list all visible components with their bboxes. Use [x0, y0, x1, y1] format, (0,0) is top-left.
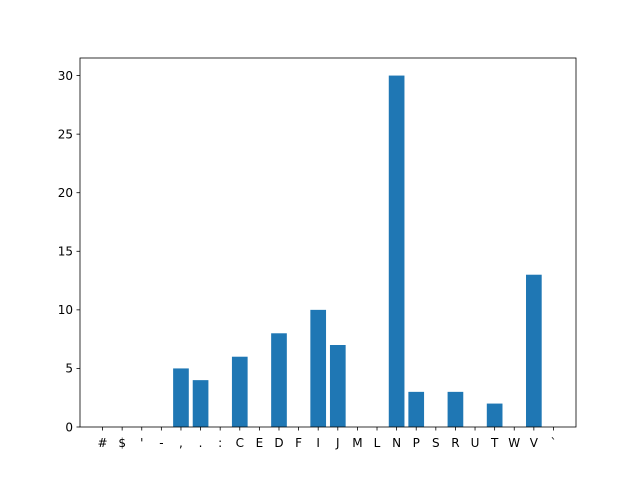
bar-20 — [486, 403, 503, 427]
x-tick-label: C — [236, 436, 244, 450]
x-tick-label: N — [392, 436, 401, 450]
x-tick-label: U — [471, 436, 480, 450]
bar-11 — [310, 309, 327, 427]
x-tick-label: ' — [140, 436, 143, 450]
bar-5 — [192, 380, 209, 427]
bar-7 — [231, 356, 248, 427]
x-tick-label: ` — [550, 436, 556, 450]
bar-9 — [271, 333, 287, 427]
x-tick-label: P — [413, 436, 420, 450]
y-tick-label: 0 — [65, 420, 73, 434]
x-tick-label: , — [179, 436, 183, 450]
x-tick-label: : — [218, 436, 222, 450]
x-tick-label: V — [530, 436, 539, 450]
bar-16 — [408, 391, 425, 427]
x-tick-label: T — [490, 436, 499, 450]
x-tick-label: J — [335, 436, 340, 450]
x-tick-label: L — [374, 436, 381, 450]
x-tick-label: R — [451, 436, 459, 450]
x-axis: # $ ' -,.: C E D F I J M L N P S R U T W V ` — [98, 427, 556, 450]
y-tick-label: 10 — [58, 303, 73, 317]
y-tick-label: 25 — [58, 127, 73, 141]
x-tick-label: F — [295, 436, 302, 450]
x-tick-label: - — [159, 436, 163, 450]
y-tick-label: 5 — [65, 362, 73, 376]
x-tick-label: S — [432, 436, 440, 450]
bar-4 — [173, 368, 189, 427]
y-tick-label: 30 — [58, 69, 73, 83]
x-tick-label: D — [274, 436, 283, 450]
y-tick-label: 15 — [58, 245, 73, 259]
bar-22 — [526, 274, 542, 427]
x-tick-label: $ — [118, 436, 126, 450]
x-tick-label: . — [199, 436, 203, 450]
bar-12 — [329, 345, 346, 427]
x-tick-label: I — [316, 436, 320, 450]
x-tick-label: # — [98, 436, 108, 450]
bar-15 — [388, 75, 405, 428]
bar-18 — [447, 391, 464, 427]
x-tick-label: M — [352, 436, 362, 450]
y-tick-label: 20 — [58, 186, 73, 200]
y-axis: 0 5 10 15 20 25 30 — [58, 69, 80, 434]
axes-frame — [79, 57, 577, 428]
x-tick-label: W — [508, 436, 520, 450]
x-tick-label: E — [256, 436, 264, 450]
plot-area — [173, 75, 542, 428]
